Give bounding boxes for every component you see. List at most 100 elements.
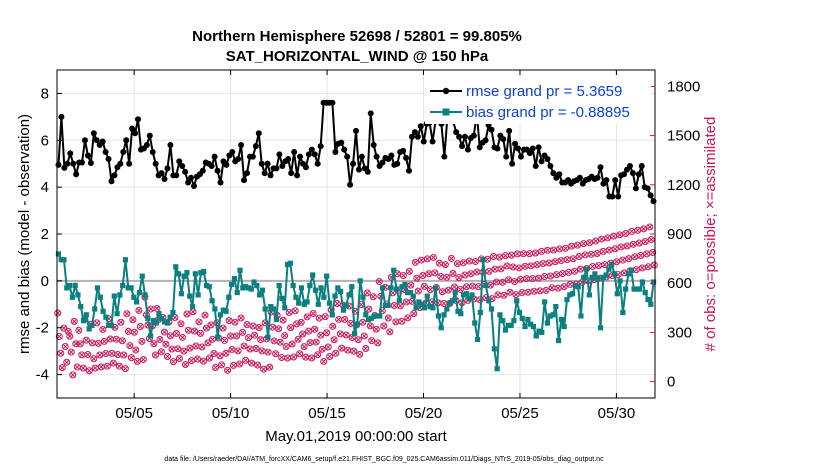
obs-possible-marker — [318, 345, 326, 353]
bias-point — [533, 333, 539, 339]
rmse-point — [482, 137, 489, 144]
obs-possible-marker — [195, 318, 203, 326]
rmse-point — [185, 179, 192, 186]
obs-assimilated-marker — [331, 337, 337, 343]
obs-possible-marker — [593, 250, 601, 258]
obs-assimilated-marker — [630, 241, 636, 247]
bias-point — [611, 271, 618, 277]
y-right-tick-label: 0 — [667, 374, 675, 391]
obs-possible-marker — [512, 291, 520, 299]
obs-assimilated-marker — [277, 339, 283, 345]
rmse-point — [302, 164, 309, 171]
obs-assimilated-marker — [602, 262, 608, 268]
rmse-point — [594, 174, 601, 181]
obs-possible-marker — [420, 282, 428, 290]
obs-assimilated-marker — [286, 310, 292, 316]
obs-assimilated-marker — [487, 282, 494, 288]
obs-assimilated-marker — [578, 266, 584, 272]
bias-point — [385, 302, 391, 309]
obs-possible-marker — [449, 270, 457, 278]
bias-point — [139, 273, 145, 279]
obs-possible-marker — [644, 263, 652, 271]
obs-assimilated-marker — [167, 333, 173, 339]
obs-possible-marker — [505, 276, 513, 284]
obs-assimilated-marker — [517, 276, 524, 282]
obs-possible-marker — [90, 355, 98, 363]
obs-assimilated-marker — [581, 241, 587, 247]
obs-assimilated-marker — [492, 266, 498, 272]
bias-point — [181, 273, 187, 279]
obs-assimilated-marker — [366, 306, 372, 312]
obs-assimilated-marker — [297, 351, 303, 357]
rmse-point — [117, 160, 124, 167]
obs-assimilated-marker — [445, 287, 451, 293]
obs-assimilated-marker — [605, 235, 611, 241]
obs-assimilated-marker — [418, 257, 424, 263]
obs-assimilated-marker — [246, 335, 252, 341]
obs-possible-marker — [354, 336, 362, 344]
obs-assimilated-marker — [322, 314, 328, 320]
obs-possible-marker — [218, 361, 226, 369]
obs-assimilated-marker — [411, 310, 417, 317]
rmse-point — [81, 137, 88, 144]
bias-point — [438, 325, 444, 331]
obs-assimilated-marker — [474, 269, 480, 275]
bias-point — [69, 294, 75, 300]
obs-possible-marker — [320, 357, 328, 365]
obs-assimilated-marker — [230, 362, 237, 368]
obs-possible-marker — [471, 258, 479, 266]
obs-possible-marker — [372, 325, 380, 333]
rmse-point — [500, 136, 507, 143]
bias-point — [243, 284, 249, 290]
obs-possible-marker — [647, 236, 655, 244]
bias-point — [256, 292, 263, 298]
bias-point — [117, 292, 123, 298]
rmse-point — [73, 171, 80, 178]
rmse-point — [64, 160, 71, 167]
bias-point — [178, 291, 184, 297]
obs-possible-marker — [485, 267, 493, 275]
obs-possible-marker — [178, 333, 186, 341]
bias-point — [161, 319, 168, 325]
obs-assimilated-marker — [593, 238, 599, 244]
bias-point — [156, 311, 162, 317]
rmse-point — [403, 154, 410, 161]
rmse-point — [379, 159, 386, 166]
rmse-point — [515, 145, 522, 152]
rmse-point — [176, 158, 183, 165]
obs-possible-marker — [254, 361, 262, 369]
obs-assimilated-marker — [523, 276, 530, 282]
obs-assimilated-marker — [292, 308, 298, 314]
obs-possible-marker — [129, 316, 137, 324]
obs-assimilated-marker — [151, 341, 157, 347]
bias-point — [430, 305, 436, 311]
bias-point — [92, 306, 98, 312]
obs-assimilated-marker — [444, 274, 450, 280]
obs-possible-marker — [204, 339, 212, 347]
rmse-point — [255, 130, 262, 137]
bias-point — [173, 264, 179, 270]
obs-possible-marker — [311, 325, 319, 333]
obs-assimilated-marker — [582, 252, 588, 258]
obs-assimilated-marker — [493, 279, 500, 285]
bias-point — [472, 320, 478, 326]
obs-possible-marker — [338, 344, 346, 352]
bias-point — [511, 318, 517, 324]
bias-point — [338, 288, 344, 294]
obs-assimilated-marker — [196, 319, 202, 325]
obs-assimilated-marker — [333, 350, 339, 356]
bias-point — [393, 286, 400, 292]
obs-possible-marker — [431, 269, 439, 277]
obs-possible-marker — [121, 365, 129, 373]
rmse-point — [294, 172, 301, 179]
obs-assimilated-marker — [618, 244, 624, 250]
obs-assimilated-marker — [348, 320, 354, 327]
rmse-point — [338, 139, 345, 146]
obs-assimilated-marker — [128, 355, 134, 361]
obs-assimilated-marker — [412, 259, 418, 265]
bias-point — [542, 299, 548, 305]
obs-assimilated-marker — [200, 358, 207, 364]
obs-possible-marker — [234, 347, 242, 355]
obs-possible-marker — [342, 331, 350, 339]
